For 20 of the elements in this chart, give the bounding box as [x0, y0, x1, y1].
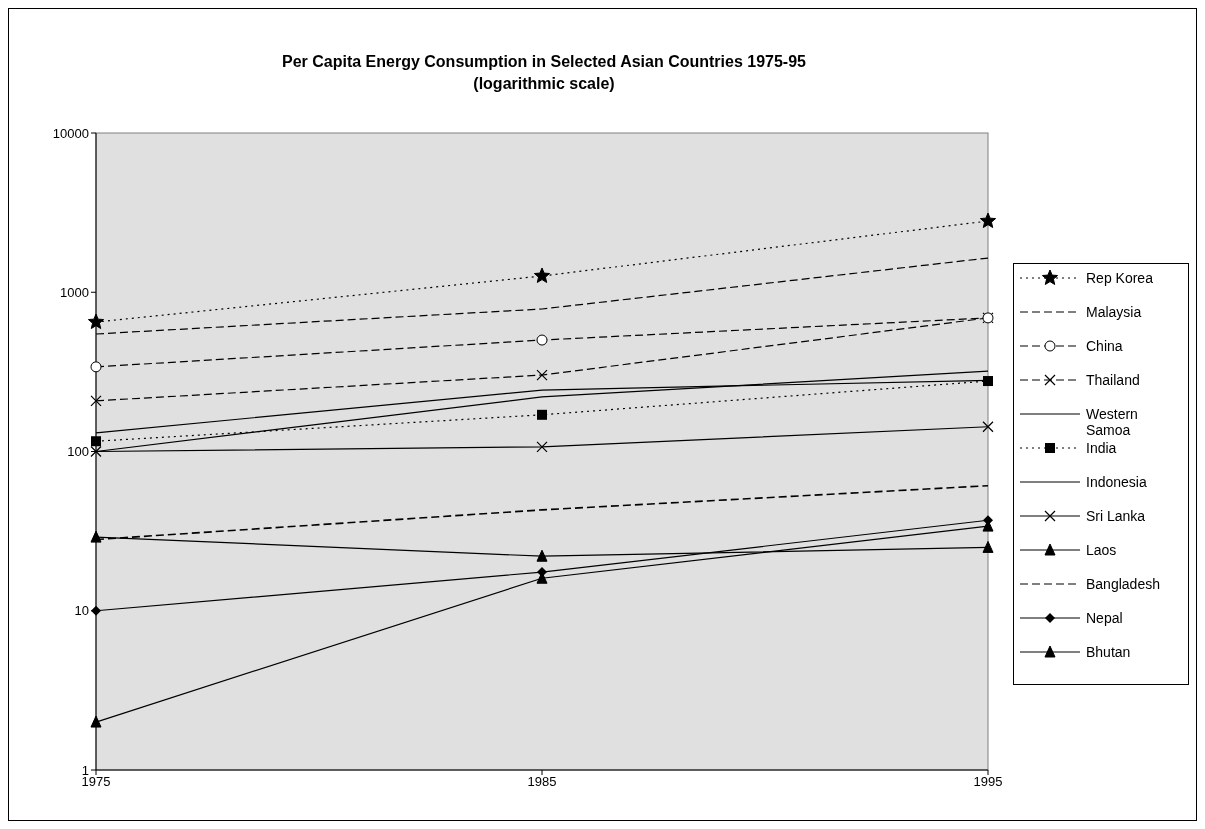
legend-label: Malaysia — [1086, 304, 1143, 320]
chart-subtitle: (logarithmic scale) — [472, 74, 616, 94]
legend-label: India — [1086, 440, 1118, 456]
legend-label: Indonesia — [1086, 474, 1148, 490]
legend-label: Laos — [1086, 542, 1118, 558]
legend-label: Western Samoa — [1086, 406, 1139, 438]
chart-title: Per Capita Energy Consumption in Selected Asian Countries 1975-95 — [281, 52, 807, 72]
legend-label: Bhutan — [1086, 644, 1132, 660]
y-tick-label: 10000 — [52, 125, 89, 141]
legend-label: Bangladesh — [1086, 576, 1161, 592]
y-tick-label: 1000 — [60, 284, 89, 300]
legend-label: Rep Korea — [1086, 270, 1154, 286]
legend-label: Sri Lanka — [1086, 508, 1147, 524]
legend-label: China — [1086, 338, 1124, 354]
x-tick-label: 1985 — [527, 774, 557, 790]
legend-label: Thailand — [1086, 372, 1141, 388]
x-tick-label: 1995 — [973, 774, 1003, 790]
legend-label: Nepal — [1086, 610, 1124, 626]
y-tick-label: 10 — [74, 603, 89, 619]
y-tick-label: 100 — [67, 444, 89, 460]
